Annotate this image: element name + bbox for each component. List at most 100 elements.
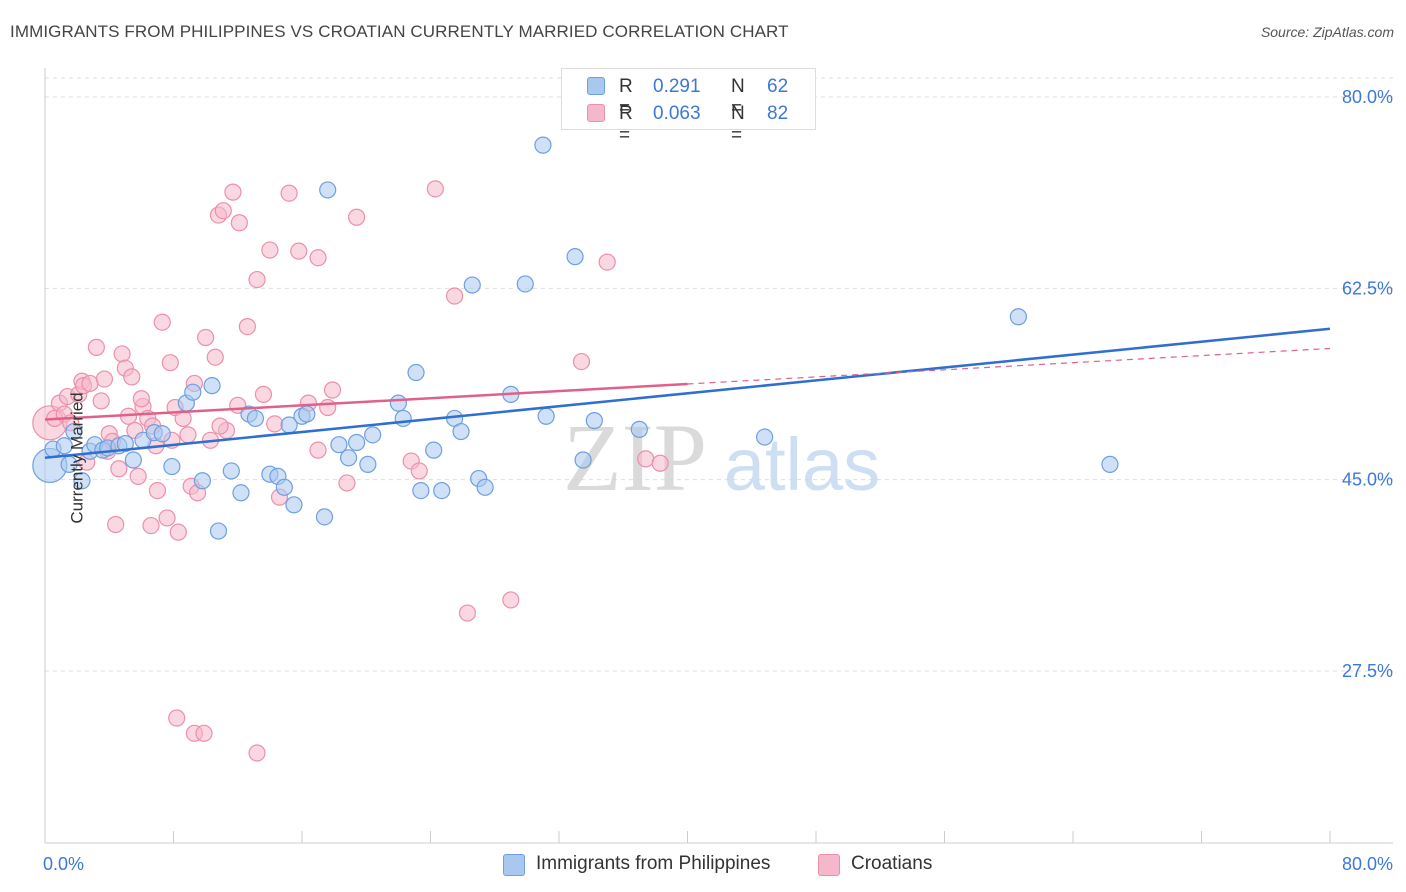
data-point [116,434,134,453]
data-point [566,248,584,266]
legend-r-value: 0.063 [653,103,701,124]
data-point [124,451,142,469]
y-axis-label: Currently Married [67,392,87,524]
data-point [534,136,552,154]
legend-n-label: N = [731,103,745,146]
data-point [179,426,197,444]
data-point [261,241,279,259]
data-point [537,407,555,425]
data-point [502,591,520,609]
legend-swatch-blue [587,77,605,95]
data-point [394,409,412,428]
data-point [364,426,382,444]
watermark-atlas: atlas [724,423,880,506]
data-point [309,249,327,267]
data-point [275,478,293,496]
data-point [142,516,160,535]
correlation-legend: R = 0.291 N = 62 R = 0.063 N = 82 [561,68,816,146]
data-point [113,345,131,363]
legend-r-label: R = [619,76,633,119]
legend-swatch-blue [503,854,525,876]
data-point [184,383,202,401]
legend-r-label: R = [619,103,633,146]
data-point [410,462,428,480]
data-point [206,348,224,366]
data-point [153,425,171,443]
data-point [209,522,228,540]
data-point [148,482,167,500]
data-point [73,472,91,490]
data-point [161,354,179,372]
data-point [359,455,377,473]
data-point [65,422,83,441]
data-point [55,437,73,455]
data-point [389,394,407,412]
data-point [81,374,99,393]
data-point [87,338,106,356]
data-point [412,482,430,500]
data-point [195,724,213,742]
legend-swatch-pink [818,854,840,876]
gridlines [45,77,1393,672]
data-point [110,460,128,478]
series-legend: Immigrants from Philippines Croatians [0,851,1406,879]
data-point [425,441,443,459]
data-point [248,270,266,289]
chart-title: IMMIGRANTS FROM PHILIPPINES VS CROATIAN … [10,22,789,41]
x-tick-label: 80.0% [1342,854,1393,874]
legend-label: Immigrants from Philippines [536,853,771,874]
data-point [516,275,534,293]
data-point [92,392,110,410]
x-tick-label: 0.0% [43,854,84,874]
data-point [230,214,248,232]
data-point [319,398,337,417]
trend-line-croatians-extension [687,347,1331,385]
data-point [445,287,464,305]
data-point [238,318,256,336]
data-point [266,415,284,433]
trend-lines [44,327,1331,460]
data-point [452,422,470,441]
data-point [348,433,366,452]
data-point [426,180,444,198]
data-point [248,744,266,762]
y-tick-label: 27.5% [1342,661,1393,681]
data-point [211,417,229,435]
data-point [407,363,425,382]
data-point [330,436,348,454]
axes [44,68,1393,844]
data-point [755,428,774,446]
data-point [585,412,603,430]
data-point [1101,455,1119,473]
data-point [254,385,273,403]
series-philippines [32,136,1119,540]
tick-labels: 27.5% 45.0% 62.5% 80.0% 0.0% 80.0% [43,87,1393,874]
legend-label: Croatians [851,853,933,874]
data-point [153,313,171,331]
data-point [132,390,150,408]
legend-n-value: 62 [767,76,789,97]
data-point [285,496,303,514]
data-point [323,381,342,399]
data-point [463,276,481,294]
legend-swatch-pink [587,104,605,122]
data-point [214,202,232,220]
data-point [224,183,242,201]
data-point [309,441,327,459]
y-tick-label: 45.0% [1342,470,1393,490]
data-point [637,450,655,468]
data-point [158,509,176,527]
legend-n-label: N = [731,76,745,119]
data-point [95,370,114,388]
data-point [163,457,181,476]
data-point [1009,308,1027,326]
watermark: ZIP atlas [563,404,880,511]
data-point [319,181,337,199]
trend-line-philippines [44,327,1331,460]
legend-n-value: 82 [767,103,789,124]
y-tick-label: 62.5% [1342,278,1393,298]
data-point [338,474,356,492]
y-tick-label: 80.0% [1342,87,1393,107]
data-point [246,409,265,428]
